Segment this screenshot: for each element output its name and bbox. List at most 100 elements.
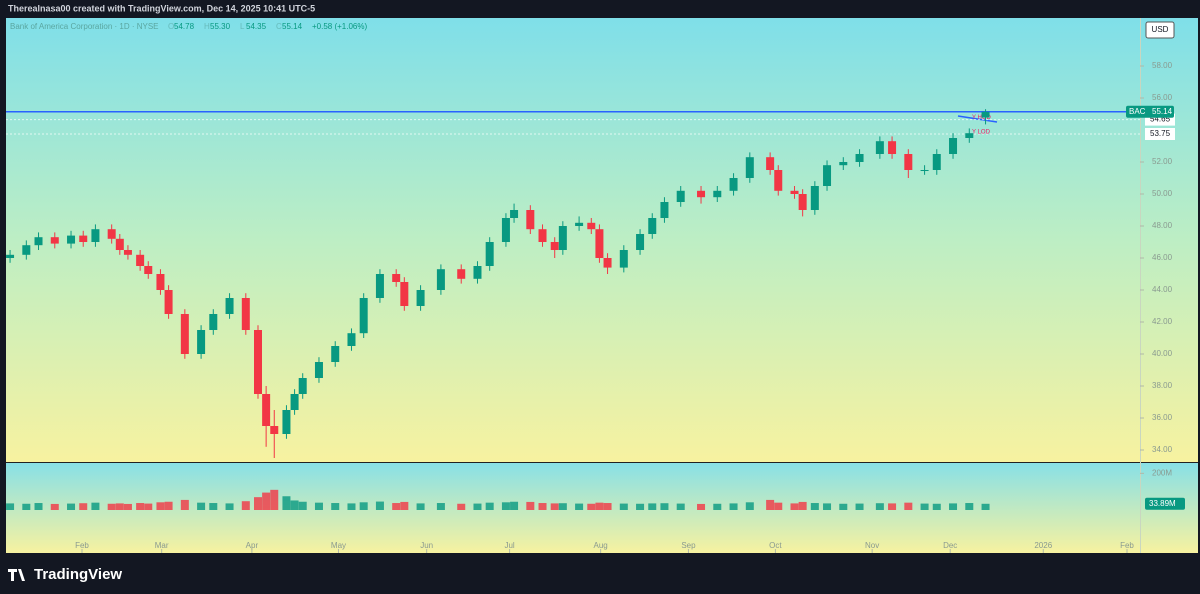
volume-bar — [392, 503, 401, 510]
candle-body — [290, 394, 299, 410]
volume-bar — [436, 503, 445, 510]
volume-bar — [932, 503, 941, 510]
y-tick-label: 36.00 — [1152, 413, 1173, 422]
price-badge — [1126, 105, 1174, 118]
candle-body — [485, 242, 494, 266]
candle-body — [888, 141, 897, 154]
candle-body — [331, 346, 340, 362]
candle-body — [254, 330, 262, 394]
volume-bar — [241, 501, 250, 510]
legend-key: O — [168, 22, 174, 31]
legend-value: +0.58 (+1.06%) — [312, 22, 367, 31]
candle-body — [875, 141, 884, 154]
x-tick-label: Aug — [594, 541, 608, 550]
volume-bar — [136, 503, 145, 510]
y-tick-label: 42.00 — [1152, 317, 1173, 326]
volume-bar — [965, 503, 974, 510]
level-label: 54.65 — [1150, 115, 1171, 124]
legend-name: Bank of America Corporation · 1D · NYSE — [10, 22, 159, 31]
candle-body — [501, 218, 510, 242]
y-tick-label: 58.00 — [1152, 61, 1173, 70]
volume-bar — [558, 503, 567, 510]
volume-bar — [660, 503, 669, 510]
candle-body — [798, 194, 807, 210]
volume-bar — [619, 503, 628, 510]
candle-body — [270, 426, 279, 434]
candle-body — [416, 290, 425, 306]
candle-body — [949, 138, 958, 154]
candle-body — [774, 170, 783, 191]
volume-bar — [595, 502, 604, 510]
candle-body — [697, 190, 706, 198]
candle-body — [144, 266, 153, 274]
candle-body — [375, 274, 384, 298]
volume-last-label: 33.89M — [1149, 499, 1176, 508]
candle-body — [359, 298, 368, 334]
volume-bar — [107, 503, 116, 510]
volume-bar — [254, 497, 262, 510]
candle-body — [932, 154, 941, 170]
volume-bar — [457, 503, 466, 510]
candle-body — [965, 133, 974, 138]
volume-bar — [981, 503, 990, 510]
y-tick-label: 46.00 — [1152, 253, 1173, 262]
candle-body — [603, 258, 612, 268]
volume-bar — [798, 501, 807, 510]
candle-body — [676, 190, 685, 202]
volume-bar — [225, 503, 234, 510]
candle-body — [823, 165, 832, 186]
volume-bar — [79, 503, 88, 510]
candle-body — [526, 210, 535, 230]
candle-body — [91, 229, 100, 242]
currency[interactable]: USD — [1152, 25, 1169, 34]
trendline — [957, 115, 998, 123]
volume-bar — [501, 502, 510, 510]
x-tick-label: 2026 — [1034, 541, 1052, 550]
candle-body — [713, 190, 722, 198]
candle-body — [436, 269, 445, 290]
volume-bar — [676, 503, 685, 510]
candle-body — [123, 250, 132, 255]
x-tick-label: May — [331, 541, 346, 550]
candle-body — [225, 298, 234, 314]
candle-body — [34, 237, 43, 246]
legend-key: L — [240, 22, 245, 31]
currency-button[interactable] — [1145, 21, 1175, 39]
candle-body — [282, 410, 291, 434]
level-text: Y LOD — [972, 130, 991, 136]
candle-body — [392, 274, 401, 282]
candle-body — [660, 202, 669, 218]
brand: TradingView — [34, 566, 122, 583]
candle-body — [839, 162, 848, 166]
volume-bar — [197, 502, 206, 510]
candle-body — [619, 250, 628, 268]
candle-body — [197, 330, 206, 354]
volume-bar — [180, 499, 189, 510]
y-tick-label: 56.00 — [1152, 93, 1173, 102]
candle-body — [115, 238, 124, 250]
volume-bar — [123, 503, 132, 510]
x-tick-label: Jul — [504, 541, 514, 550]
volume-bar — [839, 503, 848, 510]
candle-body — [766, 157, 775, 170]
candle-body — [587, 222, 596, 230]
y-tick-label: 52.00 — [1152, 157, 1173, 166]
candle-body — [400, 282, 409, 306]
x-tick-label: Nov — [865, 541, 879, 550]
candle-body — [262, 394, 271, 426]
legend-key: C — [276, 22, 282, 31]
volume-bar — [6, 503, 15, 510]
candle-body — [457, 269, 466, 279]
volume-bar — [550, 503, 559, 510]
legend-value: 55.30 — [210, 22, 231, 31]
candle-body — [67, 235, 76, 244]
candle-body — [558, 226, 567, 250]
x-tick-label: Dec — [943, 541, 957, 550]
candle-body — [473, 266, 482, 279]
level-text: Y HOD — [972, 115, 992, 121]
y-tick-label: 44.00 — [1152, 285, 1173, 294]
volume-bar — [314, 502, 323, 510]
level-badge — [1145, 128, 1175, 140]
volume-bar — [745, 502, 754, 510]
